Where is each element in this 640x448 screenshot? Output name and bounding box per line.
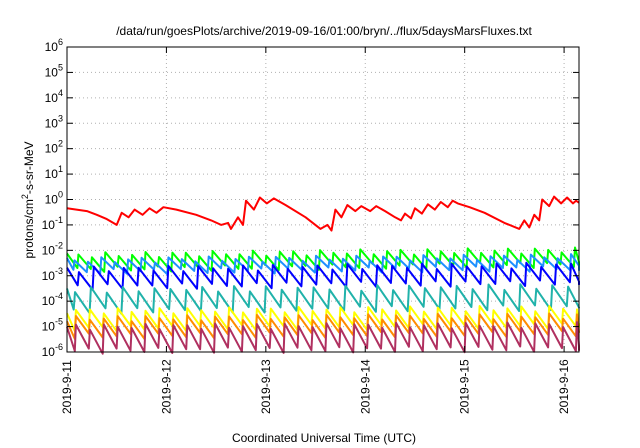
y-tick-label: 100 xyxy=(45,190,63,207)
y-tick-label: 10-1 xyxy=(42,215,63,232)
series-line xyxy=(66,195,580,232)
grid xyxy=(67,47,579,352)
y-tick-label: 10-5 xyxy=(42,317,63,334)
y-tick-label: 10-2 xyxy=(42,240,63,257)
x-tick-label: 2019-9-12 xyxy=(159,359,173,414)
series-line xyxy=(66,305,580,333)
x-tick-label: 2019-9-11 xyxy=(60,360,74,414)
y-tick-label: 10-4 xyxy=(42,291,63,308)
y-tick-label: 106 xyxy=(45,37,63,54)
x-tick-label: 2019-9-15 xyxy=(458,359,472,414)
x-axis-ticks: 2019-9-11 2019-9-12 2019-9-13 2019-9-14 2019… xyxy=(60,47,571,414)
series-line xyxy=(66,321,580,355)
x-tick-label: 2019-9-16 xyxy=(557,359,571,414)
y-tick-label: 105 xyxy=(45,62,63,79)
y-axis-label: protons/cm2-s-sr-MeV xyxy=(20,141,36,258)
y-axis-label-rest: -s-sr-MeV xyxy=(22,141,36,194)
x-tick-label: 2019-9-13 xyxy=(259,359,273,414)
x-tick-label: 2019-9-14 xyxy=(358,359,372,414)
y-tick-label: 103 xyxy=(45,113,63,130)
series-line xyxy=(66,253,580,276)
y-tick-label: 104 xyxy=(45,88,63,105)
y-axis-label-sup: 2 xyxy=(20,194,30,199)
y-tick-label: 101 xyxy=(45,164,63,181)
y-axis-ticks: 10-6 10-5 10-4 10-3 10-2 10-1 100 101 102 103 104 1… xyxy=(42,37,579,359)
series-group xyxy=(66,195,580,355)
y-tick-label: 102 xyxy=(45,139,63,156)
series-line xyxy=(66,261,580,291)
x-axis-label: Coordinated Universal Time (UTC) xyxy=(232,431,416,445)
y-tick-label: 10-3 xyxy=(42,266,63,283)
y-axis-label-base: protons/cm xyxy=(22,199,36,258)
chart-title: /data/run/goesPlots/archive/2019-09-16/0… xyxy=(116,24,532,38)
series-line xyxy=(66,283,580,315)
y-tick-label: 10-6 xyxy=(42,342,63,359)
